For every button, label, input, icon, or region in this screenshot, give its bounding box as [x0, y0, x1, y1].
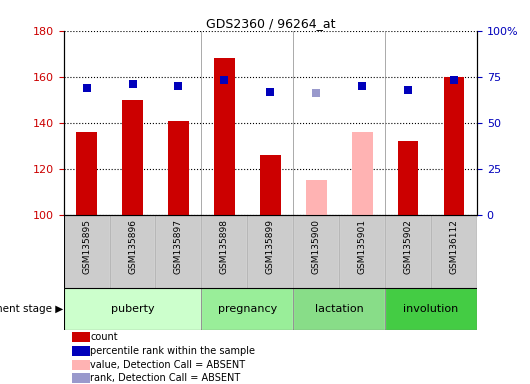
Bar — [431, 215, 477, 288]
Bar — [155, 215, 201, 288]
Text: rank, Detection Call = ABSENT: rank, Detection Call = ABSENT — [91, 373, 241, 383]
Bar — [293, 215, 339, 288]
Text: pregnancy: pregnancy — [218, 304, 277, 314]
Bar — [122, 100, 143, 215]
Text: GSM135902: GSM135902 — [404, 219, 412, 273]
Bar — [306, 180, 326, 215]
Bar — [385, 215, 431, 288]
Bar — [339, 215, 385, 288]
Bar — [293, 288, 385, 330]
Text: puberty: puberty — [111, 304, 154, 314]
Text: GSM135895: GSM135895 — [82, 219, 91, 274]
Text: development stage ▶: development stage ▶ — [0, 304, 64, 314]
Bar — [398, 141, 419, 215]
Point — [358, 83, 366, 89]
Point — [312, 90, 321, 96]
Text: GSM135896: GSM135896 — [128, 219, 137, 274]
Bar — [64, 288, 201, 330]
Text: GSM136112: GSM136112 — [449, 219, 458, 273]
Bar — [201, 215, 248, 288]
Bar — [214, 58, 235, 215]
Text: GSM135898: GSM135898 — [220, 219, 229, 274]
Bar — [72, 333, 91, 342]
Text: GSM135900: GSM135900 — [312, 219, 321, 274]
Text: lactation: lactation — [315, 304, 364, 314]
Title: GDS2360 / 96264_at: GDS2360 / 96264_at — [206, 17, 335, 30]
Bar — [201, 288, 293, 330]
Point — [450, 78, 458, 84]
Bar — [76, 132, 97, 215]
Bar — [201, 288, 293, 330]
Bar — [248, 215, 293, 288]
Bar — [339, 215, 385, 288]
Point — [82, 85, 91, 91]
Text: GSM135901: GSM135901 — [358, 219, 367, 274]
Bar — [72, 373, 91, 383]
Text: percentile rank within the sample: percentile rank within the sample — [91, 346, 255, 356]
Bar — [431, 215, 477, 288]
Bar — [248, 215, 293, 288]
Bar — [385, 288, 477, 330]
Bar — [385, 288, 477, 330]
Point — [266, 88, 275, 94]
Bar — [155, 215, 201, 288]
Bar — [260, 155, 281, 215]
Text: GSM135899: GSM135899 — [266, 219, 275, 274]
Text: involution: involution — [403, 304, 458, 314]
Point — [404, 87, 412, 93]
Point — [128, 81, 137, 87]
Bar — [64, 215, 110, 288]
Bar — [352, 132, 373, 215]
Bar — [444, 77, 464, 215]
Point — [174, 83, 183, 89]
Bar — [64, 215, 110, 288]
Point — [220, 78, 228, 84]
Bar — [293, 288, 385, 330]
Bar — [110, 215, 155, 288]
Bar — [385, 215, 431, 288]
Bar — [168, 121, 189, 215]
Bar — [110, 215, 155, 288]
Bar — [293, 215, 339, 288]
Text: GSM135897: GSM135897 — [174, 219, 183, 274]
Bar — [64, 288, 201, 330]
Text: value, Detection Call = ABSENT: value, Detection Call = ABSENT — [91, 360, 245, 370]
Bar — [72, 346, 91, 356]
Bar — [72, 360, 91, 370]
Bar — [201, 215, 248, 288]
Text: count: count — [91, 332, 118, 342]
